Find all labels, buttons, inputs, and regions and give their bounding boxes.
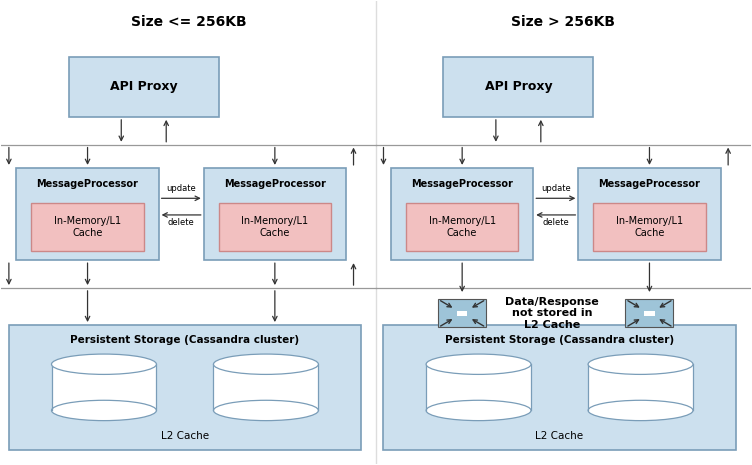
Text: Persistent Storage (Cassandra cluster): Persistent Storage (Cassandra cluster) xyxy=(71,335,299,345)
FancyBboxPatch shape xyxy=(391,168,533,260)
Text: update: update xyxy=(166,184,196,193)
FancyBboxPatch shape xyxy=(214,364,318,411)
FancyBboxPatch shape xyxy=(578,168,720,260)
Ellipse shape xyxy=(426,400,531,421)
Text: In-Memory/L1
Cache: In-Memory/L1 Cache xyxy=(616,216,683,238)
Text: Persistent Storage (Cassandra cluster): Persistent Storage (Cassandra cluster) xyxy=(445,335,674,345)
Text: In-Memory/L1
Cache: In-Memory/L1 Cache xyxy=(241,216,308,238)
Text: API Proxy: API Proxy xyxy=(110,80,177,93)
Text: MessageProcessor: MessageProcessor xyxy=(599,179,700,189)
Text: L2 Cache: L2 Cache xyxy=(161,431,209,440)
Text: delete: delete xyxy=(168,218,195,227)
FancyBboxPatch shape xyxy=(588,364,693,411)
FancyBboxPatch shape xyxy=(51,364,156,411)
Ellipse shape xyxy=(51,354,156,374)
Text: MessageProcessor: MessageProcessor xyxy=(224,179,326,189)
Text: MessageProcessor: MessageProcessor xyxy=(37,179,138,189)
Ellipse shape xyxy=(426,354,531,374)
FancyBboxPatch shape xyxy=(17,168,159,260)
Text: Size > 256KB: Size > 256KB xyxy=(511,15,615,29)
FancyBboxPatch shape xyxy=(444,57,593,117)
Text: Data/Response
not stored in
L2 Cache: Data/Response not stored in L2 Cache xyxy=(505,297,599,330)
Text: L2 Cache: L2 Cache xyxy=(535,431,584,440)
FancyBboxPatch shape xyxy=(69,57,219,117)
FancyBboxPatch shape xyxy=(9,325,361,450)
Text: In-Memory/L1
Cache: In-Memory/L1 Cache xyxy=(429,216,496,238)
FancyBboxPatch shape xyxy=(426,364,531,411)
Text: MessageProcessor: MessageProcessor xyxy=(411,179,513,189)
FancyBboxPatch shape xyxy=(32,203,144,251)
FancyBboxPatch shape xyxy=(438,299,486,327)
FancyBboxPatch shape xyxy=(384,325,735,450)
FancyBboxPatch shape xyxy=(406,203,518,251)
Text: update: update xyxy=(541,184,571,193)
Text: delete: delete xyxy=(542,218,569,227)
FancyBboxPatch shape xyxy=(204,168,346,260)
FancyBboxPatch shape xyxy=(644,311,654,316)
Text: In-Memory/L1
Cache: In-Memory/L1 Cache xyxy=(54,216,121,238)
Text: Size <= 256KB: Size <= 256KB xyxy=(131,15,247,29)
FancyBboxPatch shape xyxy=(593,203,705,251)
Ellipse shape xyxy=(588,400,693,421)
FancyBboxPatch shape xyxy=(219,203,331,251)
Text: API Proxy: API Proxy xyxy=(484,80,552,93)
Ellipse shape xyxy=(214,354,318,374)
Ellipse shape xyxy=(588,354,693,374)
FancyBboxPatch shape xyxy=(457,311,467,316)
Ellipse shape xyxy=(214,400,318,421)
FancyBboxPatch shape xyxy=(626,299,674,327)
Ellipse shape xyxy=(51,400,156,421)
